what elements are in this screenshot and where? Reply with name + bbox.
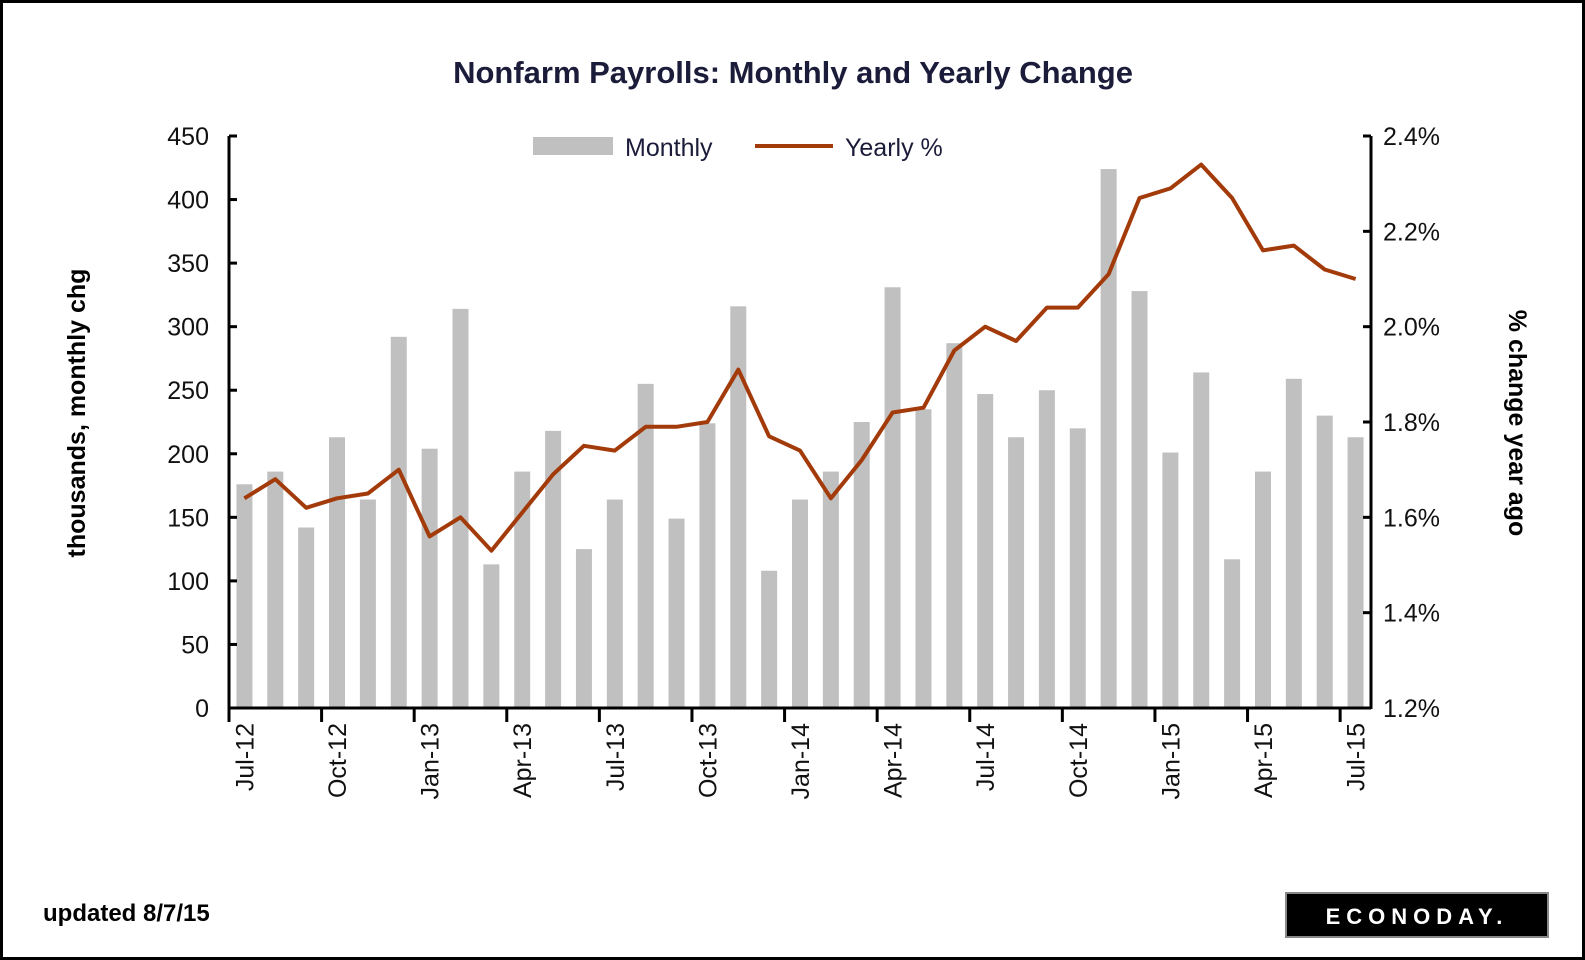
bar-Mar-14 bbox=[853, 422, 870, 708]
y-tick-label: 250 bbox=[167, 377, 209, 405]
y-tick-label: 0 bbox=[195, 695, 209, 723]
bar-Sep-13 bbox=[668, 518, 685, 708]
legend-monthly-label: Monthly bbox=[625, 134, 713, 162]
y2-axis-title: % change year ago bbox=[1503, 310, 1531, 536]
bar-Mar-15 bbox=[1224, 559, 1241, 708]
y-tick-label: 450 bbox=[167, 123, 209, 151]
bar-May-14 bbox=[915, 409, 932, 708]
x-tick-label: Jul-13 bbox=[602, 723, 630, 791]
bar-Oct-12 bbox=[329, 437, 346, 708]
bar-Feb-13 bbox=[452, 308, 469, 708]
bar-Dec-13 bbox=[761, 570, 778, 708]
bar-Sep-12 bbox=[298, 527, 315, 708]
bar-May-15 bbox=[1285, 378, 1302, 708]
y-tick-label: 50 bbox=[181, 631, 209, 659]
bar-Apr-15 bbox=[1254, 471, 1271, 708]
x-tick-label: Jan-15 bbox=[1157, 723, 1185, 799]
bar-Apr-13 bbox=[514, 471, 531, 708]
legend-yearly-label: Yearly % bbox=[845, 134, 943, 162]
bar-Nov-12 bbox=[359, 499, 376, 708]
bar-Apr-14 bbox=[884, 287, 901, 708]
x-tick-label: Jul-12 bbox=[231, 723, 259, 791]
bar-Nov-13 bbox=[730, 306, 747, 708]
x-tick-label: Oct-12 bbox=[324, 723, 352, 798]
bar-Aug-13 bbox=[637, 383, 654, 708]
bar-May-13 bbox=[545, 430, 562, 708]
x-tick-label: Jan-13 bbox=[417, 723, 445, 799]
bar-Feb-15 bbox=[1193, 372, 1210, 708]
bar-Jul-13 bbox=[606, 499, 623, 708]
x-tick-label: Apr-14 bbox=[880, 723, 908, 798]
y-tick-label: 150 bbox=[167, 504, 209, 532]
bar-Oct-13 bbox=[699, 423, 716, 708]
chart-svg: Nonfarm Payrolls: Monthly and Yearly Cha… bbox=[43, 55, 1549, 938]
x-tick-label: Apr-13 bbox=[509, 723, 537, 798]
y-tick-label: 300 bbox=[167, 314, 209, 342]
x-tick-label: Jan-14 bbox=[787, 723, 815, 800]
yearly-line bbox=[243, 162, 1357, 553]
bar-Aug-12 bbox=[267, 471, 284, 708]
bar-Aug-14 bbox=[1008, 437, 1025, 708]
y-tick-label: 100 bbox=[167, 568, 209, 596]
x-tick-label: Oct-14 bbox=[1065, 723, 1093, 798]
y2-tick-label: 1.2% bbox=[1383, 695, 1440, 723]
bar-Dec-14 bbox=[1131, 291, 1148, 708]
y2-tick-label: 2.4% bbox=[1383, 123, 1440, 151]
y2-tick-label: 1.4% bbox=[1383, 600, 1440, 628]
x-tick-label: Jul-15 bbox=[1343, 723, 1371, 791]
bar-Jul-12 bbox=[236, 484, 253, 708]
y2-tick-label: 2.0% bbox=[1383, 314, 1440, 342]
y2-tick-label: 1.8% bbox=[1383, 409, 1440, 437]
y-axis-title: thousands, monthly chg bbox=[63, 269, 91, 558]
x-tick-label: Apr-15 bbox=[1250, 723, 1278, 798]
econoday-logo: ECONODAY. bbox=[1285, 892, 1549, 938]
y2-tick-label: 1.6% bbox=[1383, 504, 1440, 532]
legend: Monthly Yearly % bbox=[533, 134, 943, 162]
y-tick-label: 400 bbox=[167, 187, 209, 215]
x-tick-label: Oct-13 bbox=[694, 723, 722, 798]
legend-monthly-swatch bbox=[533, 137, 613, 155]
bar-Feb-14 bbox=[822, 471, 839, 708]
bar-Jun-14 bbox=[946, 343, 963, 708]
updated-date: updated 8/7/15 bbox=[43, 900, 210, 927]
x-tick-label: Jul-14 bbox=[972, 723, 1000, 791]
y-tick-label: 350 bbox=[167, 250, 209, 278]
bar-Mar-13 bbox=[483, 564, 500, 708]
bar-Jul-14 bbox=[977, 394, 994, 708]
bar-Jun-13 bbox=[575, 549, 592, 708]
y-tick-label: 200 bbox=[167, 441, 209, 469]
y2-tick-label: 2.2% bbox=[1383, 218, 1440, 246]
bar-Nov-14 bbox=[1100, 169, 1117, 708]
bar-Jul-15 bbox=[1347, 437, 1364, 708]
logo-text: ECONODAY. bbox=[1326, 904, 1509, 929]
bar-Dec-12 bbox=[390, 336, 407, 708]
bar-Jan-14 bbox=[792, 499, 808, 708]
bar-Jan-13 bbox=[421, 448, 438, 708]
bar-Sep-14 bbox=[1038, 390, 1055, 708]
chart-title: Nonfarm Payrolls: Monthly and Yearly Cha… bbox=[453, 55, 1133, 90]
bar-Jan-15 bbox=[1162, 452, 1179, 708]
bar-Jun-15 bbox=[1316, 415, 1333, 708]
bar-Oct-14 bbox=[1069, 428, 1086, 708]
